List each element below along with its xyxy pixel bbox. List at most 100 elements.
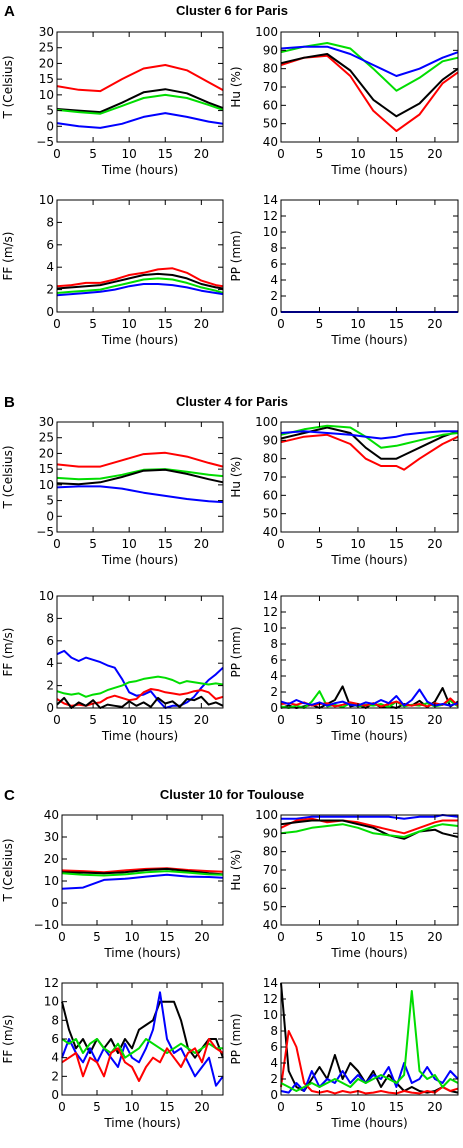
series-line (56, 283, 224, 297)
panel-title-c: Cluster 10 for Toulouse (160, 787, 304, 802)
series-line (280, 990, 459, 1092)
y-tick-label: 25 (39, 431, 54, 445)
x-tick-label: 20 (427, 537, 442, 551)
series-line (280, 53, 459, 118)
y-tick-label: 0 (46, 119, 54, 133)
y-axis-title: PP (mm) (229, 230, 243, 281)
y-tick-label: 80 (263, 845, 278, 859)
x-tick-label: 10 (350, 713, 365, 727)
y-tick-label: 4 (270, 273, 278, 287)
x-tick-label: 0 (277, 930, 285, 944)
x-tick-label: 5 (93, 930, 101, 944)
series-line (280, 823, 459, 838)
y-tick-label: 2 (51, 1069, 59, 1083)
x-tick-label: 5 (316, 930, 324, 944)
series-line (56, 64, 224, 93)
x-tick-label: 10 (350, 1100, 365, 1114)
y-tick-label: 0 (51, 1088, 59, 1102)
y-tick-label: 10 (39, 193, 54, 207)
subplot-c-3: 0 5 10 15 20 0 2 4 6 8 10 12 Time (hours) FF (m/s) (1, 976, 224, 1130)
panel-title-a: Cluster 6 for Paris (176, 3, 288, 18)
y-tick-label: 4 (270, 1056, 278, 1070)
y-tick-label: 0 (270, 1088, 278, 1102)
series-line (56, 468, 224, 486)
x-tick-label: 0 (53, 537, 61, 551)
y-tick-label: 8 (270, 1024, 278, 1038)
y-tick-label: 90 (263, 826, 278, 840)
x-tick-label: 0 (277, 317, 285, 331)
x-tick-label: 15 (158, 713, 173, 727)
x-tick-label: 10 (350, 147, 365, 161)
x-axis-title: Time (hours) (330, 553, 407, 567)
x-tick-label: 10 (350, 317, 365, 331)
series-line (61, 870, 224, 877)
x-tick-label: 15 (158, 147, 173, 161)
x-tick-label: 15 (389, 930, 404, 944)
subplot-a-4: 0 5 10 15 20 0 2 4 6 8 10 12 14 Time (hours) PP (mm) (229, 193, 459, 347)
series-line (280, 817, 458, 835)
x-tick-label: 0 (277, 147, 285, 161)
y-tick-label: 4 (270, 669, 278, 683)
x-axis-title: Time (hours) (330, 946, 407, 960)
x-tick-label: 10 (350, 930, 365, 944)
y-tick-label: 8 (270, 637, 278, 651)
series-line (280, 45, 459, 77)
x-axis-title: Time (hours) (330, 1116, 407, 1130)
y-tick-label: 14 (263, 589, 278, 603)
plot-frame (61, 982, 224, 1096)
series-line (280, 819, 459, 840)
y-tick-label: 8 (46, 215, 54, 229)
y-tick-label: 12 (263, 209, 278, 223)
series-line (61, 991, 224, 1087)
x-tick-label: 15 (159, 930, 174, 944)
x-tick-label: 5 (316, 713, 324, 727)
y-tick-label: −5 (36, 525, 54, 539)
x-tick-label: 10 (122, 713, 137, 727)
x-axis-title: Time (hours) (330, 729, 407, 743)
y-tick-label: 70 (263, 80, 278, 94)
y-tick-label: 14 (263, 976, 278, 990)
y-axis-title: T (Celsius) (1, 55, 15, 119)
y-tick-label: 50 (263, 900, 278, 914)
y-tick-label: 40 (44, 808, 59, 822)
x-axis-title: Time (hours) (103, 1116, 180, 1130)
y-axis-title: T (Celsius) (1, 445, 15, 509)
x-axis-title: Time (hours) (101, 163, 178, 177)
y-tick-label: 6 (51, 1032, 59, 1046)
series-line (56, 675, 224, 698)
series-line (56, 485, 224, 504)
y-tick-label: 40 (263, 135, 278, 149)
y-tick-label: 0 (46, 701, 54, 715)
series-line (280, 1030, 459, 1095)
series-line (61, 1038, 224, 1082)
y-tick-label: 14 (263, 193, 278, 207)
y-tick-label: 2 (270, 289, 278, 303)
x-tick-label: 5 (316, 1100, 324, 1114)
y-axis-title: PP (mm) (229, 626, 243, 677)
x-tick-label: 20 (427, 930, 442, 944)
x-tick-label: 5 (316, 147, 324, 161)
series-line (56, 468, 224, 481)
series-line (61, 867, 224, 876)
plot-frame (280, 199, 459, 313)
y-tick-label: 60 (263, 488, 278, 502)
y-tick-label: 10 (44, 874, 59, 888)
subplot-b-4: 0 5 10 15 20 0 2 4 6 8 10 12 14 Time (hours) PP (mm) (229, 589, 459, 743)
series-line (56, 277, 224, 294)
x-tick-label: 20 (194, 537, 209, 551)
subplot-a-3: 0 5 10 15 20 0 2 4 6 8 10 Time (hours) FF (m/s) (1, 193, 224, 347)
plot-frame (56, 199, 224, 313)
y-tick-label: 100 (255, 25, 278, 39)
subplot-c-2: 0 5 10 15 20 40 50 60 70 80 90 100 Time (hours) Hu (%… (229, 808, 459, 960)
y-tick-label: 40 (263, 918, 278, 932)
x-tick-label: 20 (194, 930, 209, 944)
x-tick-label: 0 (277, 537, 285, 551)
x-axis-title: Time (hours) (103, 946, 180, 960)
y-tick-label: 10 (263, 225, 278, 239)
y-tick-label: 10 (39, 478, 54, 492)
plot-frame (56, 595, 224, 709)
y-tick-label: 15 (39, 462, 54, 476)
y-tick-label: 2 (270, 1072, 278, 1086)
x-tick-label: 15 (389, 317, 404, 331)
